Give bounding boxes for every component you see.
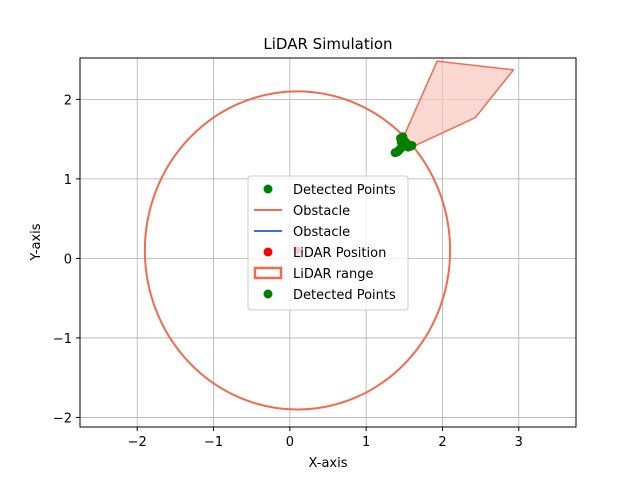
legend-label: Obstacle bbox=[293, 204, 350, 219]
legend-label: LiDAR Position bbox=[293, 246, 386, 261]
legend-patch bbox=[253, 266, 283, 280]
x-tick-label: 2 bbox=[438, 435, 446, 450]
y-tick-label: 1 bbox=[64, 173, 72, 188]
y-tick-label: 2 bbox=[64, 93, 72, 108]
x-tick-label: −2 bbox=[128, 435, 147, 450]
x-tick-label: −1 bbox=[204, 435, 223, 450]
axes-frame bbox=[79, 57, 577, 428]
legend-label: Detected Points bbox=[293, 183, 396, 198]
plot-content bbox=[143, 60, 515, 411]
x-tick-label: 0 bbox=[286, 435, 294, 450]
y-axis-title: Y-axis bbox=[29, 223, 44, 261]
y-tick-label: −2 bbox=[53, 411, 72, 426]
chart-title: LiDAR Simulation bbox=[263, 35, 392, 53]
legend-marker bbox=[263, 184, 273, 194]
detected-point bbox=[402, 138, 412, 148]
x-tick-label: 3 bbox=[515, 435, 523, 450]
x-axis-title: X-axis bbox=[309, 456, 348, 471]
legend-box bbox=[247, 175, 409, 311]
legend: Detected Points Obstacle Obstacle LiDAR Pos… bbox=[247, 175, 409, 311]
x-tick-label: 1 bbox=[362, 435, 370, 450]
y-tick-label: 0 bbox=[64, 252, 72, 267]
legend-marker bbox=[263, 289, 273, 299]
legend-label: Detected Points bbox=[293, 288, 396, 303]
y-tick-label: −1 bbox=[53, 332, 72, 347]
legend-label: Obstacle bbox=[293, 225, 350, 240]
legend-label: LiDAR range bbox=[293, 267, 374, 282]
legend-marker bbox=[263, 247, 273, 257]
lidar-range-circle bbox=[143, 90, 452, 411]
